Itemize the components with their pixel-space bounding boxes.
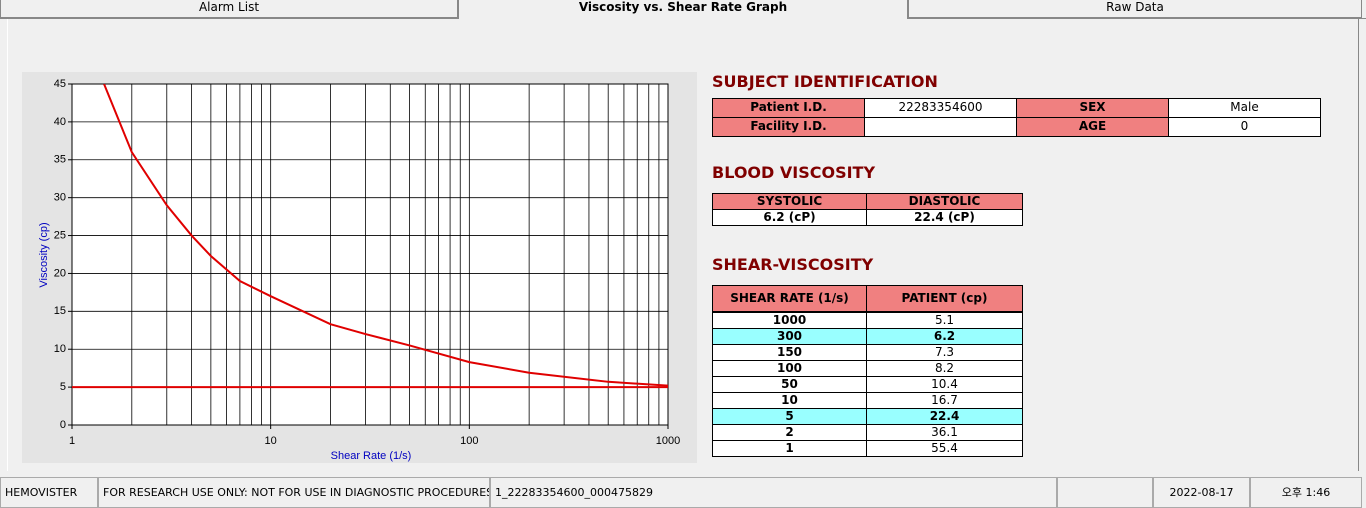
plot-border (71, 83, 669, 426)
y-tick-label: 35 (54, 154, 66, 166)
table-cell: AGE (1016, 117, 1169, 137)
chart: Shear Rate (1/s) Viscosity (cp) 0 5 10 15 20… (38, 78, 680, 462)
y-tick-label: 40 (54, 116, 66, 128)
y-tick-label: 25 (54, 229, 66, 241)
table-header: PATIENT (cp) (866, 285, 1023, 312)
y-axis-label: Viscosity (cp) (38, 222, 50, 287)
table-cell: 2 (712, 424, 867, 441)
x-tick-label: 10 (265, 435, 277, 447)
x-tick-label: 1000 (656, 435, 680, 447)
table-cell: 1 (712, 440, 867, 457)
table-cell: 50 (712, 376, 867, 393)
y-tick-label: 20 (54, 267, 66, 279)
table-cell: 150 (712, 344, 867, 361)
x-tick-label: 100 (460, 435, 478, 447)
y-tick-label: 0 (60, 419, 66, 431)
table-cell: 22283354600 (864, 98, 1017, 118)
table-cell: 10 (712, 392, 867, 409)
table-cell: 16.7 (866, 392, 1023, 409)
y-tick-label: 45 (54, 78, 66, 90)
tab[interactable]: Raw Data (908, 0, 1362, 18)
plot-area (72, 84, 668, 425)
table-cell: 22.4 (866, 408, 1023, 425)
table-cell: 55.4 (866, 440, 1023, 457)
table-cell: Male (1168, 98, 1321, 118)
table-cell: 8.2 (866, 360, 1023, 377)
status-cell: HEMOVISTER (0, 477, 98, 508)
x-tick-label: 1 (69, 435, 75, 447)
table-cell: 6.2 (cP) (712, 209, 867, 226)
table-cell: 10.4 (866, 376, 1023, 393)
chart-panel: Shear Rate (1/s) Viscosity (cp) 0 5 10 15 20… (22, 72, 697, 463)
table-header: SYSTOLIC (712, 193, 867, 210)
table-cell: 5.1 (866, 312, 1023, 329)
table-cell: 22.4 (cP) (866, 209, 1023, 226)
table-cell: Facility I.D. (712, 117, 865, 137)
y-tick-label: 10 (54, 343, 66, 355)
tab[interactable]: Viscosity vs. Shear Rate Graph (458, 0, 908, 19)
status-cell: 1_22283354600_000475829 (490, 477, 1057, 508)
table-cell: 6.2 (866, 328, 1023, 345)
y-tick-label: 15 (54, 305, 66, 317)
table-cell: 1000 (712, 312, 867, 329)
table-cell: SEX (1016, 98, 1169, 118)
status-cell (1057, 477, 1153, 508)
table-cell: 5 (712, 408, 867, 425)
status-cell: 2022-08-17 (1153, 477, 1250, 508)
table-cell (864, 117, 1017, 137)
status-cell: FOR RESEARCH USE ONLY: NOT FOR USE IN DI… (98, 477, 490, 508)
section-title: SUBJECT IDENTIFICATION (712, 72, 938, 91)
table-cell: Patient I.D. (712, 98, 865, 118)
table-cell: 0 (1168, 117, 1321, 137)
y-tick-label: 5 (60, 381, 66, 393)
section-title: SHEAR-VISCOSITY (712, 255, 874, 274)
tab[interactable]: Alarm List (0, 0, 458, 18)
x-axis-label: Shear Rate (1/s) (331, 450, 412, 462)
table-header: SHEAR RATE (1/s) (712, 285, 867, 312)
status-cell: 오후 1:46 (1250, 477, 1362, 508)
data-line (103, 84, 668, 387)
table-cell: 36.1 (866, 424, 1023, 441)
table-cell: 100 (712, 360, 867, 377)
table-cell: 7.3 (866, 344, 1023, 361)
section-title: BLOOD VISCOSITY (712, 163, 876, 182)
table-header: DIASTOLIC (866, 193, 1023, 210)
table-cell: 300 (712, 328, 867, 345)
y-tick-label: 30 (54, 192, 66, 204)
